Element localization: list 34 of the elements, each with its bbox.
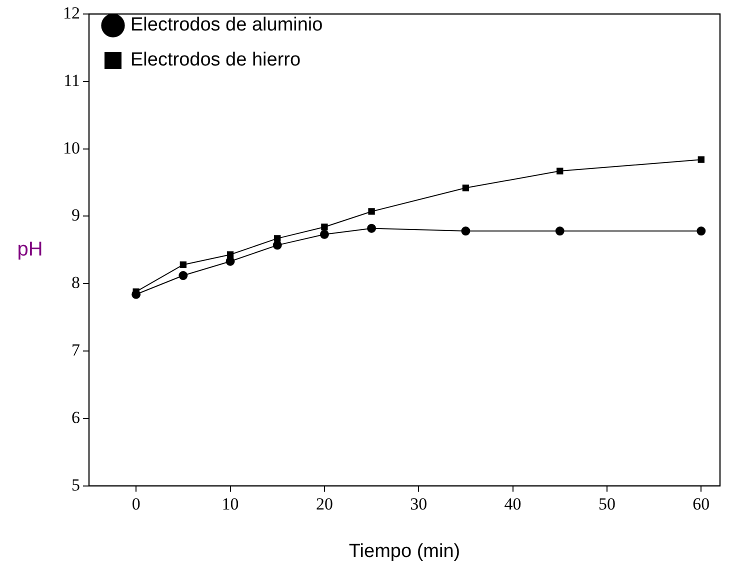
point bbox=[461, 226, 470, 236]
point bbox=[556, 168, 564, 174]
y-tick-label: 11 bbox=[64, 70, 80, 90]
point bbox=[367, 224, 376, 233]
y-tick-label: 10 bbox=[63, 138, 80, 158]
x-tick-label: 10 bbox=[222, 494, 239, 514]
x-tick-label: 50 bbox=[598, 494, 616, 514]
x-tick-label: 40 bbox=[504, 494, 522, 514]
y-tick-label: 8 bbox=[72, 273, 80, 292]
x-tick-label: 20 bbox=[316, 494, 333, 514]
legend-label: Electrodos de hierro bbox=[130, 50, 301, 71]
point bbox=[698, 156, 704, 163]
point bbox=[555, 226, 564, 236]
point bbox=[321, 224, 328, 230]
y-tick-label: 9 bbox=[72, 206, 80, 225]
point bbox=[226, 251, 234, 258]
point bbox=[462, 184, 470, 192]
x-tick-label: 0 bbox=[132, 494, 140, 514]
x-tick-label: 30 bbox=[410, 494, 428, 514]
point bbox=[320, 230, 329, 239]
y-tick-label: 5 bbox=[72, 475, 80, 494]
x-axis-title: Tiempo (min) bbox=[348, 540, 460, 562]
point bbox=[272, 240, 282, 250]
y-tick-label: 6 bbox=[72, 408, 80, 427]
point bbox=[274, 235, 281, 242]
point bbox=[180, 261, 187, 268]
point bbox=[696, 226, 706, 236]
y-tick-label: 7 bbox=[72, 340, 80, 360]
y-axis-title: pH bbox=[17, 238, 43, 260]
x-tick-label: 60 bbox=[692, 494, 710, 514]
point bbox=[368, 208, 375, 215]
y-tick-label: 12 bbox=[63, 3, 80, 22]
legend-label: Electrodos de aluminio bbox=[130, 14, 323, 36]
point bbox=[178, 271, 188, 280]
